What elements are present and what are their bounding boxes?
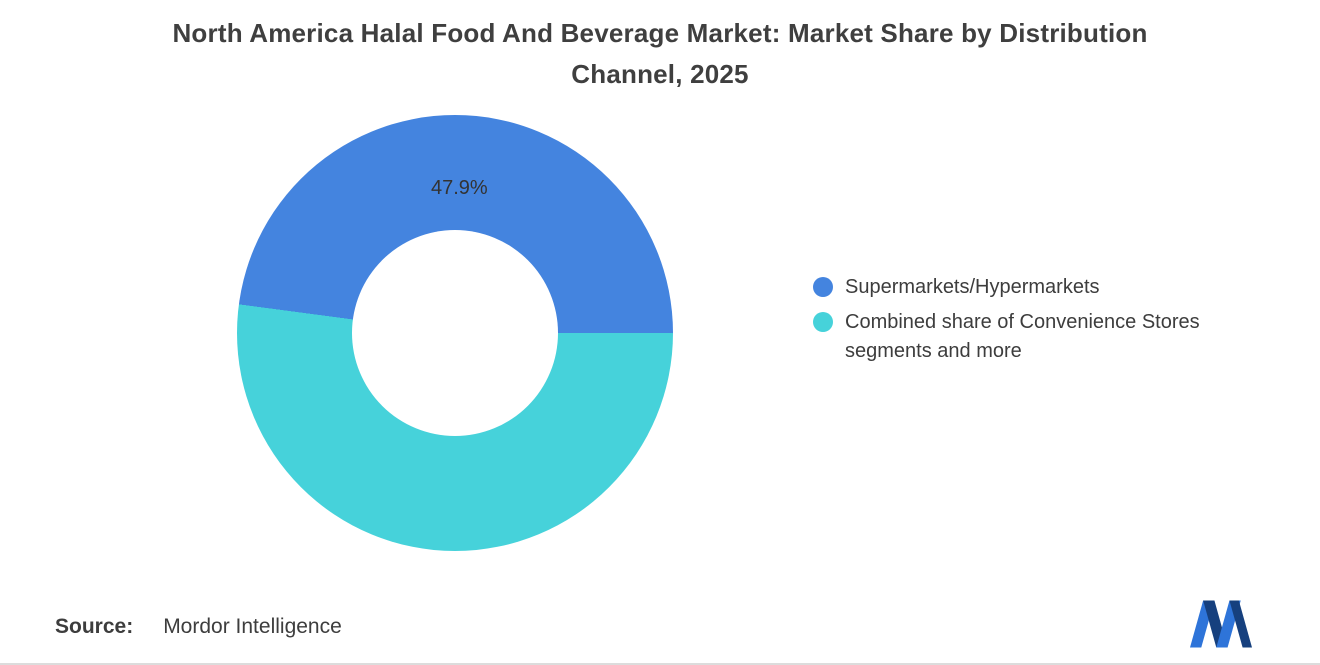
chart-legend: Supermarkets/Hypermarkets Combined share… bbox=[813, 273, 1255, 366]
legend-marker-circle-icon bbox=[813, 277, 833, 297]
slice-value-label: 47.9% bbox=[431, 177, 488, 199]
chart-title-line1: North America Halal Food And Beverage Ma… bbox=[172, 18, 1148, 48]
legend-label-supermarkets: Supermarkets/Hypermarkets bbox=[845, 276, 1100, 298]
legend-label-convenience-stores: Combined share of Convenience Stores seg… bbox=[845, 311, 1200, 362]
mordor-intelligence-logo bbox=[1190, 600, 1252, 648]
source-value: Mordor Intelligence bbox=[163, 615, 342, 638]
legend-marker-circle-icon bbox=[813, 312, 833, 332]
source-label: Source: bbox=[55, 615, 134, 638]
donut-chart[interactable]: 47.9% bbox=[237, 115, 673, 551]
source-line: Source: Mordor Intelligence bbox=[55, 615, 342, 639]
legend-item-supermarkets[interactable]: Supermarkets/Hypermarkets bbox=[813, 273, 1255, 302]
legend-item-convenience-stores[interactable]: Combined share of Convenience Stores seg… bbox=[813, 308, 1255, 366]
chart-title-line2: Channel, 2025 bbox=[571, 59, 749, 89]
donut-hole bbox=[352, 230, 558, 436]
chart-title: North America Halal Food And Beverage Ma… bbox=[0, 13, 1320, 95]
